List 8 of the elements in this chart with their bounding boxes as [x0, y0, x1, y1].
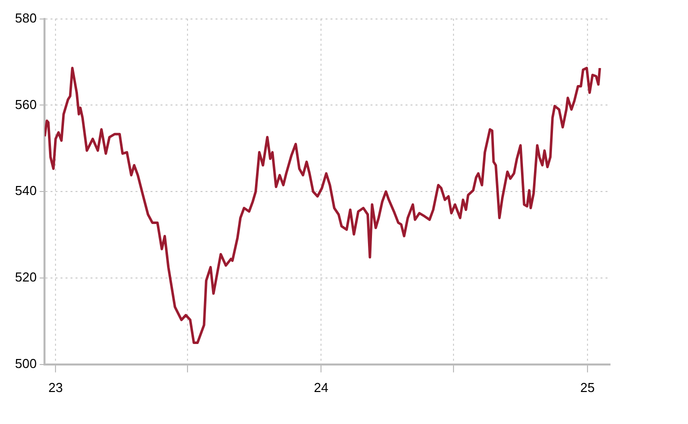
x-tick-label: 23	[48, 380, 63, 395]
y-tick-label: 520	[14, 270, 37, 285]
x-tick-label: 24	[314, 380, 328, 395]
y-tick-label: 500	[14, 356, 37, 371]
y-tick-label: 540	[14, 183, 37, 198]
y-tick-label: 560	[14, 96, 37, 112]
x-tick-label: 25	[580, 380, 595, 395]
y-tick-label: 580	[14, 10, 37, 26]
